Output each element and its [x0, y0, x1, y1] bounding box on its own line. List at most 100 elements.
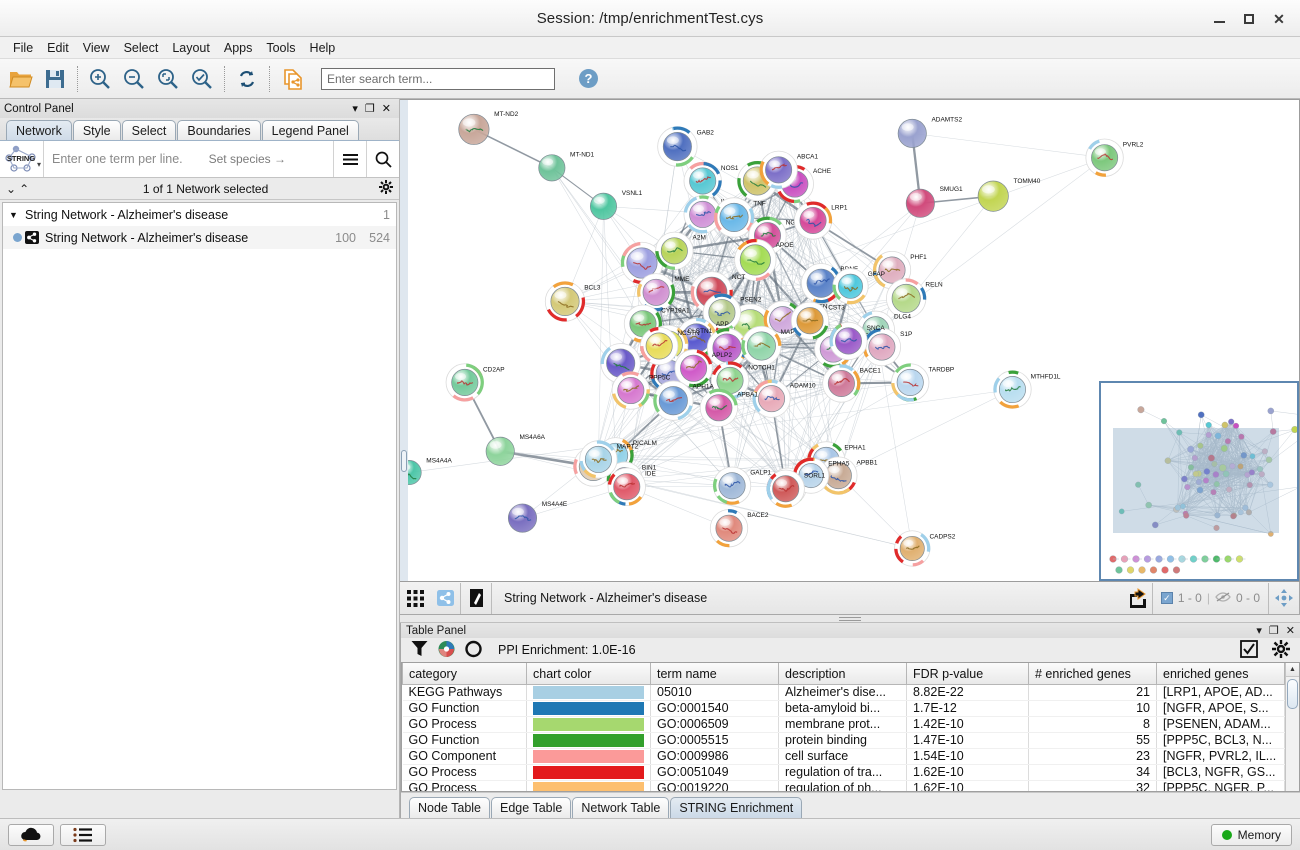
network-settings-gear-icon[interactable]: [379, 180, 393, 197]
menu-layout[interactable]: Layout: [172, 40, 210, 55]
table-row[interactable]: GO Component GO:0009986 cell surface 1.54E-…: [402, 748, 1285, 765]
string-view-icon[interactable]: [430, 583, 460, 614]
table-panel-close-icon[interactable]: ✕: [1285, 625, 1295, 638]
expand-all-icon[interactable]: ⌃: [19, 181, 30, 196]
view-slider[interactable]: [400, 100, 408, 581]
table-panel-collapse-icon[interactable]: ▾: [1256, 625, 1262, 638]
zoom-in-icon[interactable]: [83, 62, 117, 96]
save-icon[interactable]: [38, 62, 72, 96]
maximize-button[interactable]: [1234, 5, 1264, 33]
tab-legend-panel[interactable]: Legend Panel: [261, 120, 359, 140]
cell-chart-color: [526, 780, 651, 791]
scroll-thumb[interactable]: [1287, 679, 1298, 710]
col-enriched-genes[interactable]: enriched genes: [1156, 663, 1285, 685]
tab-network-table[interactable]: Network Table: [572, 796, 670, 818]
tab-boundaries[interactable]: Boundaries: [177, 120, 261, 140]
zoom-fit-icon[interactable]: [151, 62, 185, 96]
cloud-icon[interactable]: [8, 823, 54, 846]
task-list-icon[interactable]: [60, 823, 106, 846]
menu-view[interactable]: View: [82, 40, 110, 55]
export-image-icon[interactable]: [1122, 583, 1152, 614]
refresh-icon[interactable]: [230, 62, 264, 96]
menu-apps[interactable]: Apps: [223, 40, 253, 55]
string-logo-icon[interactable]: STRING ▾: [0, 141, 44, 177]
node-label: TNF: [753, 200, 766, 207]
node-label: NOS1: [721, 165, 739, 172]
enrichment-table-wrapper[interactable]: category chart color term name descripti…: [401, 662, 1300, 792]
minimize-button[interactable]: [1204, 5, 1234, 33]
cell-enriched-genes: [NGFR, APOE, S...: [1156, 700, 1285, 717]
grid-view-icon[interactable]: [400, 583, 430, 614]
col-fdr-pvalue[interactable]: FDR p-value: [906, 663, 1029, 685]
col-description[interactable]: description: [778, 663, 907, 685]
set-species-link[interactable]: Set species →: [208, 152, 286, 166]
tab-node-table[interactable]: Node Table: [409, 796, 491, 818]
tree-expand-arrow-icon[interactable]: ▼: [9, 209, 18, 220]
zoom-selected-icon[interactable]: [185, 62, 219, 96]
scroll-up-arrow-icon[interactable]: ▲: [1286, 663, 1299, 678]
close-button[interactable]: ✕: [1273, 10, 1285, 27]
tree-node-count: 100: [335, 230, 356, 245]
network-node: MT-ND2: [458, 111, 519, 145]
control-panel-collapse-icon[interactable]: ▾: [352, 103, 358, 115]
table-row[interactable]: KEGG Pathways 05010 Alzheimer's dise... 8.8…: [402, 684, 1285, 701]
search-input[interactable]: Enter search term...: [321, 67, 555, 90]
tree-root-row[interactable]: ▼ String Network - Alzheimer's disease 1: [3, 203, 396, 226]
control-panel-close-icon[interactable]: ✕: [381, 103, 391, 115]
menu-file[interactable]: File: [13, 40, 34, 55]
memory-status-button[interactable]: Memory: [1210, 823, 1292, 846]
cell-term-name: GO:0051049: [650, 764, 779, 781]
network-view-canvas[interactable]: MT-ND2 MT-ND1 VSNL1 CD2AP MS4A4A MS4A6A MS4A4E…: [400, 99, 1300, 582]
panel-splitter[interactable]: [400, 615, 1300, 623]
hamburger-icon[interactable]: [333, 141, 366, 177]
col-category[interactable]: category: [402, 663, 527, 685]
network-tree: ▼ String Network - Alzheimer's disease 1…: [2, 202, 397, 790]
tab-select[interactable]: Select: [121, 120, 177, 140]
fit-content-icon[interactable]: [1269, 583, 1299, 614]
tab-string-enrichment[interactable]: STRING Enrichment: [670, 796, 803, 818]
settings-gear-icon[interactable]: [1272, 639, 1290, 661]
zoom-out-icon[interactable]: [117, 62, 151, 96]
col-term-name[interactable]: term name: [650, 663, 779, 685]
magnifier-icon[interactable]: [366, 141, 399, 177]
tab-edge-table[interactable]: Edge Table: [491, 796, 572, 818]
table-row[interactable]: GO Process GO:0006509 membrane prot... 1.42…: [402, 716, 1285, 733]
table-panel-float-icon[interactable]: ❐: [1268, 625, 1279, 638]
table-row[interactable]: GO Process GO:0019220 regulation of ph... 1…: [402, 780, 1285, 791]
network-node: PSEN2: [702, 293, 762, 332]
annotation-icon[interactable]: [461, 583, 491, 614]
tree-child-row[interactable]: String Network - Alzheimer's disease 100…: [3, 226, 396, 249]
network-graph[interactable]: MT-ND2 MT-ND1 VSNL1 CD2AP MS4A4A MS4A6A MS4A4E…: [400, 100, 1299, 582]
menu-tools[interactable]: Tools: [266, 40, 296, 55]
collapse-all-icon[interactable]: ⌄: [6, 181, 17, 196]
string-term-input[interactable]: Enter one term per line. Set species →: [44, 141, 333, 177]
tab-style[interactable]: Style: [72, 120, 121, 140]
open-folder-icon[interactable]: [4, 62, 38, 96]
cell-enriched-count: 23: [1028, 748, 1157, 765]
birds-eye-view[interactable]: [1099, 381, 1299, 581]
filter-icon[interactable]: [411, 640, 428, 661]
donut-chart-icon[interactable]: [465, 640, 482, 661]
menu-edit[interactable]: Edit: [47, 40, 69, 55]
table-row[interactable]: GO Function GO:0005515 protein binding 1.47…: [402, 732, 1285, 749]
menu-bar: File Edit View Select Layout Apps Tools …: [0, 37, 1300, 59]
menu-select[interactable]: Select: [123, 40, 159, 55]
birds-eye-viewport[interactable]: [1113, 428, 1279, 533]
select-all-icon[interactable]: [1240, 639, 1258, 661]
control-panel-float-icon[interactable]: ❐: [364, 103, 375, 115]
string-dropdown-caret-icon[interactable]: ▾: [36, 160, 41, 169]
color-chart-icon[interactable]: [438, 640, 455, 661]
col-chart-color[interactable]: chart color: [526, 663, 651, 685]
enrichment-table: category chart color term name descripti…: [402, 663, 1285, 791]
memory-status-dot-icon: [1221, 829, 1232, 840]
help-icon[interactable]: ?: [571, 62, 605, 96]
col-enriched-count[interactable]: # enriched genes: [1028, 663, 1157, 685]
table-row[interactable]: GO Process GO:0051049 regulation of tra...…: [402, 764, 1285, 781]
table-row[interactable]: GO Function GO:0001540 beta-amyloid bi... 1…: [402, 700, 1285, 717]
tab-network[interactable]: Network: [6, 120, 72, 140]
table-scrollbar[interactable]: ▲: [1285, 663, 1299, 791]
selected-count-label: 1 - 0: [1177, 591, 1202, 605]
export-network-icon[interactable]: [275, 62, 309, 96]
menu-help[interactable]: Help: [309, 40, 336, 55]
network-node: APP: [676, 317, 729, 359]
